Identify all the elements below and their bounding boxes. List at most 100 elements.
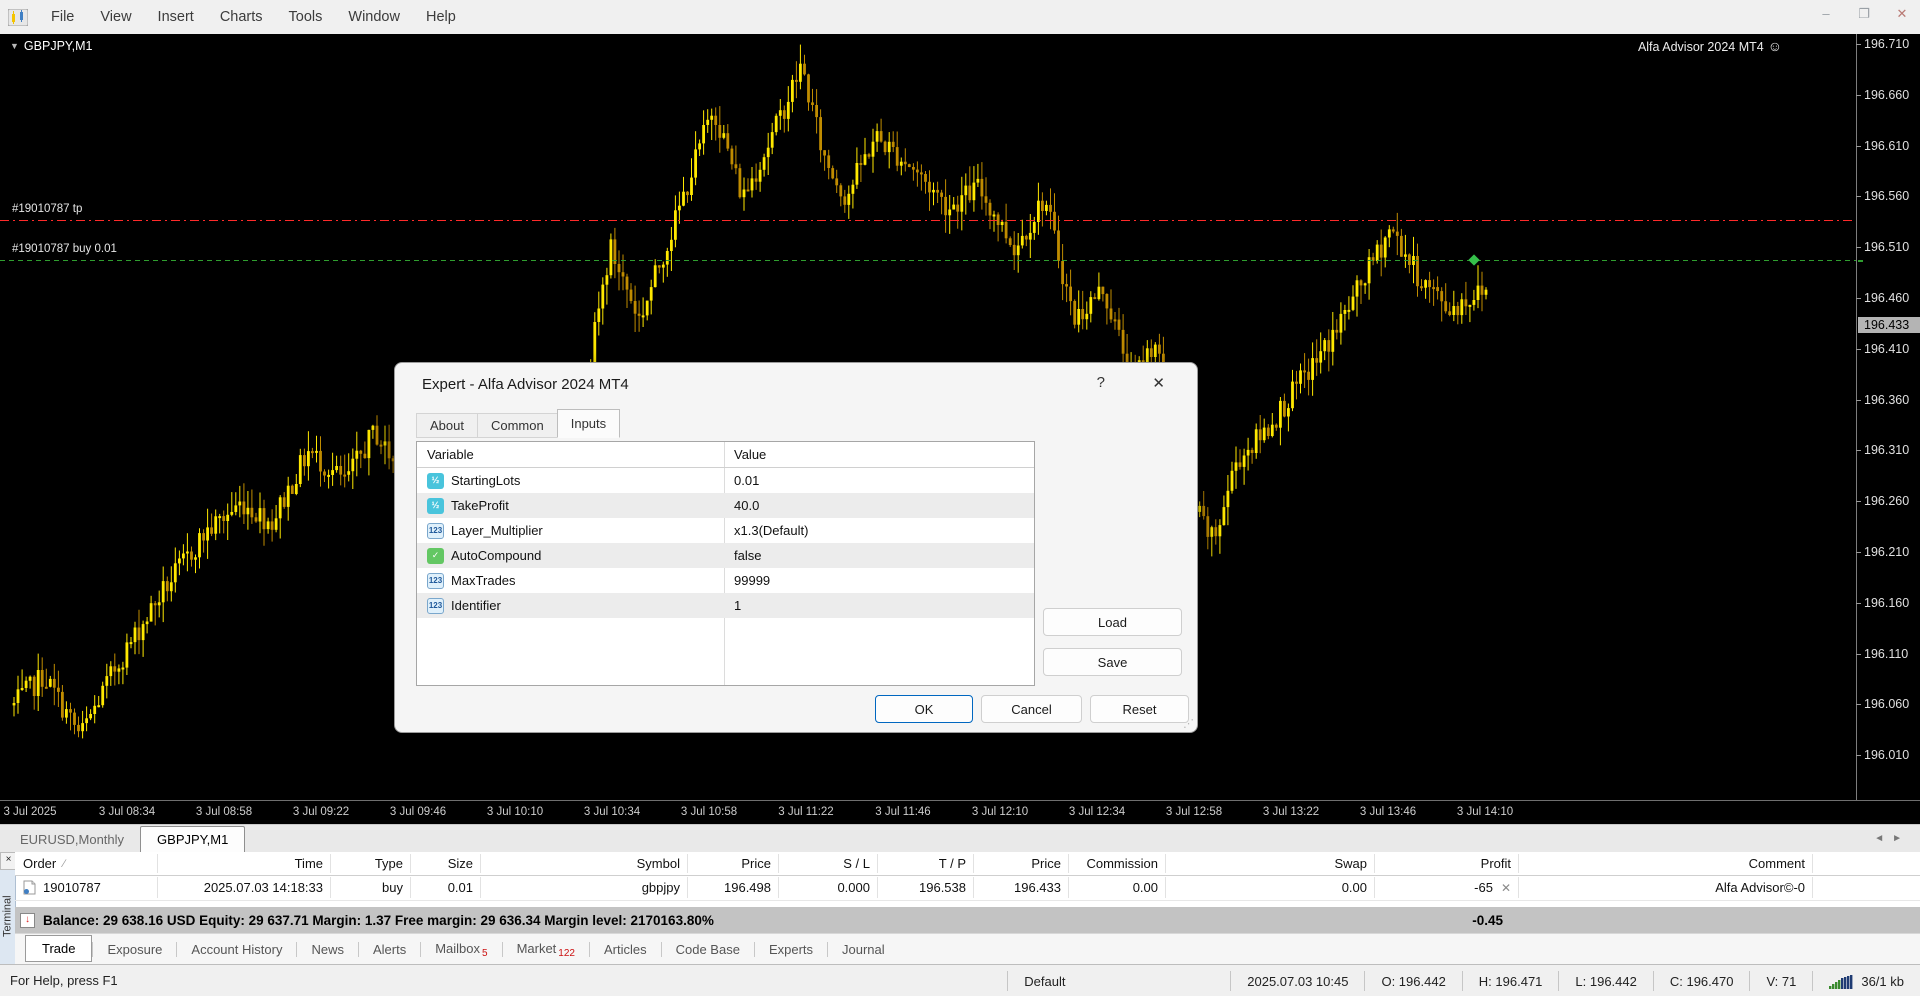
buy-entry-line[interactable]: [0, 260, 1856, 262]
column-header-t-p[interactable]: T / P: [862, 852, 974, 875]
column-header-commission[interactable]: Commission: [1053, 852, 1166, 875]
take-profit-line[interactable]: [0, 219, 1856, 221]
time-tick-label: 3 Jul 2025: [3, 806, 57, 818]
time-tick-label: 3 Jul 11:46: [875, 806, 931, 818]
variable-value[interactable]: 40.0: [734, 498, 760, 513]
column-header-profit[interactable]: Profit: [1359, 852, 1519, 875]
variable-value[interactable]: 0.01: [734, 473, 760, 488]
tab-divider: [296, 942, 298, 957]
price-tick-label: 196.410: [1856, 342, 1920, 356]
scroll-right-icon[interactable]: ►: [1892, 833, 1910, 844]
terminal-side-strip: × Terminal: [0, 852, 17, 964]
tab-scroll-arrows[interactable]: ◄►: [1874, 833, 1910, 844]
order-row[interactable]: 19010787 2025.07.03 14:18:33 buy 0.01 gbpjpy…: [15, 875, 1920, 901]
input-row-autocompound[interactable]: ✓ AutoCompound false: [417, 543, 1034, 568]
total-profit: -0.45: [1472, 912, 1503, 928]
cancel-button[interactable]: Cancel: [981, 695, 1082, 723]
chart-tab-gbpjpy-m1[interactable]: GBPJPY,M1: [140, 826, 246, 853]
terminal-tab-mailbox[interactable]: Mailbox 5: [435, 940, 488, 959]
dialog-tab-inputs[interactable]: Inputs: [556, 409, 621, 438]
time-tick-label: 3 Jul 13:46: [1359, 806, 1417, 818]
time-tick-label: 3 Jul 11:22: [778, 806, 834, 818]
minimize-button[interactable]: –: [1822, 6, 1830, 21]
dialog-help-button[interactable]: ?: [1096, 374, 1105, 391]
balance-arrow-icon: ↓: [20, 912, 35, 928]
chart-symbol-label[interactable]: ▼ GBPJPY,M1: [10, 39, 93, 53]
variable-value[interactable]: x1.3(Default): [734, 523, 809, 538]
double-type-icon: ½: [427, 472, 444, 489]
order-ticket-icon: [23, 880, 36, 895]
input-row-identifier[interactable]: 123 Identifier 1: [417, 593, 1034, 618]
time-tick-label: 3 Jul 14:10: [1456, 806, 1514, 818]
terminal-tab-news[interactable]: News: [311, 942, 344, 957]
menu-help[interactable]: Help: [425, 9, 456, 25]
dialog-tab-about[interactable]: About: [416, 413, 478, 438]
close-position-icon[interactable]: ✕: [1500, 880, 1511, 895]
sort-indicator: ∕: [63, 857, 66, 870]
tab-badge: 122: [558, 947, 575, 959]
scroll-left-icon[interactable]: ◄: [1874, 833, 1893, 844]
ok-button[interactable]: OK: [875, 695, 973, 723]
integer-type-icon: 123: [427, 572, 444, 589]
order-cell-price: 196.498: [672, 875, 779, 900]
variable-name: AutoCompound: [451, 548, 542, 563]
close-button[interactable]: ✕: [1896, 6, 1908, 21]
variable-value[interactable]: 99999: [734, 573, 771, 588]
menu-insert[interactable]: Insert: [157, 9, 194, 25]
terminal-tab-exposure[interactable]: Exposure: [107, 942, 163, 957]
menu-window[interactable]: Window: [348, 9, 400, 25]
variable-value[interactable]: 1: [734, 598, 742, 613]
terminal-tab-articles[interactable]: Articles: [603, 942, 647, 957]
menu-charts[interactable]: Charts: [219, 9, 263, 25]
dialog-close-button[interactable]: ✕: [1152, 375, 1165, 392]
terminal-tab-market[interactable]: Market 122: [516, 940, 575, 959]
input-row-maxtrades[interactable]: 123 MaxTrades 99999: [417, 568, 1034, 593]
column-header-price[interactable]: Price: [958, 852, 1069, 875]
terminal-tab-trade[interactable]: Trade: [25, 935, 93, 962]
menu-view[interactable]: View: [100, 9, 132, 25]
column-header-s-l[interactable]: S / L: [763, 852, 878, 875]
inputs-table: Variable Value ½ StartingLots 0.01 ½ TakeProfi…: [416, 441, 1035, 686]
status-time: 2025.07.03 10:45: [1230, 971, 1364, 991]
column-header-comment[interactable]: Comment: [1503, 852, 1813, 875]
menu-tools[interactable]: Tools: [288, 9, 323, 25]
variable-name: MaxTrades: [451, 573, 516, 588]
price-tick-label: 196.710: [1856, 37, 1920, 51]
chart-tab-eurusd-monthly[interactable]: EURUSD,Monthly: [20, 832, 125, 847]
input-row-startinglots[interactable]: ½ StartingLots 0.01: [417, 468, 1034, 493]
column-header-type[interactable]: Type: [315, 852, 411, 875]
column-header-swap[interactable]: Swap: [1150, 852, 1375, 875]
chevron-down-icon: ▼: [10, 41, 19, 51]
terminal-tab-account-history[interactable]: Account History: [191, 942, 283, 957]
terminal-panel: × Terminal Order ∕ Time Type Size Symbol Price…: [0, 852, 1920, 965]
price-tick-label: 196.510: [1856, 240, 1920, 254]
load-button[interactable]: Load: [1043, 608, 1182, 636]
terminal-tab-code-base[interactable]: Code Base: [675, 942, 740, 957]
save-button[interactable]: Save: [1043, 648, 1182, 676]
status-profile[interactable]: Default: [1007, 971, 1230, 991]
status-low: L: 196.442: [1558, 971, 1652, 991]
terminal-tab-experts[interactable]: Experts: [768, 942, 814, 957]
column-header-time[interactable]: Time: [142, 852, 331, 875]
time-tick-label: 3 Jul 10:58: [680, 806, 738, 818]
terminal-tab-alerts[interactable]: Alerts: [372, 942, 407, 957]
terminal-vertical-label[interactable]: Terminal: [1, 895, 14, 937]
restore-button[interactable]: ❐: [1858, 6, 1870, 21]
column-header-order[interactable]: Order ∕: [15, 852, 158, 875]
input-row-takeprofit[interactable]: ½ TakeProfit 40.0: [417, 493, 1034, 518]
input-row-layer_multiplier[interactable]: 123 Layer_Multiplier x1.3(Default): [417, 518, 1034, 543]
time-axis-corner: [1856, 800, 1920, 825]
terminal-tab-journal[interactable]: Journal: [842, 942, 885, 957]
menu-file[interactable]: File: [51, 9, 75, 25]
variable-value[interactable]: false: [734, 548, 762, 563]
resize-grip[interactable]: ⋰: [1183, 718, 1194, 730]
reset-button[interactable]: Reset: [1090, 695, 1189, 723]
balance-summary: Balance: 29 638.16 USD Equity: 29 637.71…: [43, 912, 714, 928]
buy-entry-label: #19010787 buy 0.01: [12, 243, 117, 256]
column-header-size[interactable]: Size: [395, 852, 481, 875]
column-header-symbol[interactable]: Symbol: [465, 852, 688, 875]
column-header-price[interactable]: Price: [672, 852, 779, 875]
dialog-tab-common[interactable]: Common: [476, 413, 558, 438]
